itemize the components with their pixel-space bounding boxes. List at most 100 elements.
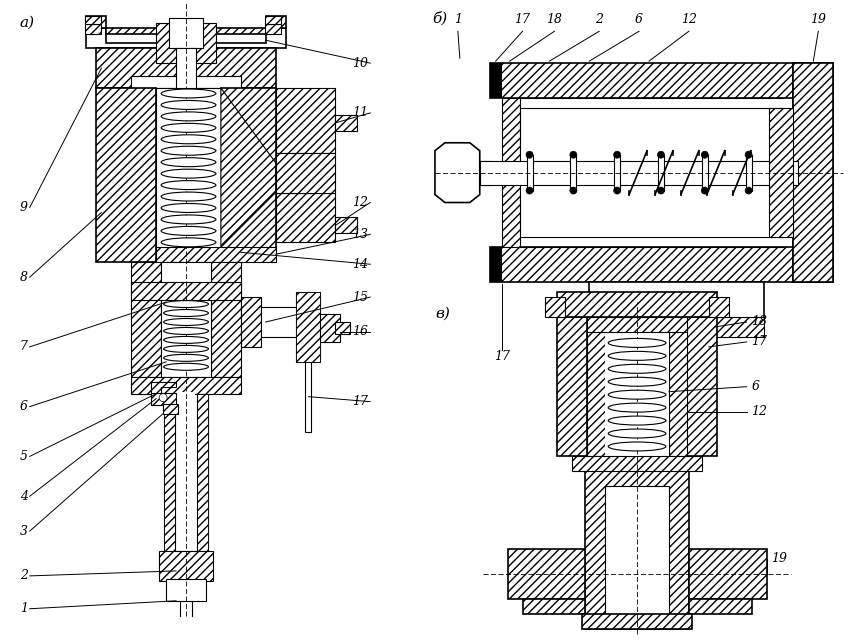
Ellipse shape [162, 146, 216, 155]
Bar [166, 579, 206, 601]
Ellipse shape [164, 336, 208, 343]
Text: 2: 2 [20, 569, 28, 582]
Ellipse shape [164, 354, 208, 361]
Bar [586, 456, 689, 629]
Text: 13: 13 [352, 228, 368, 241]
Ellipse shape [609, 442, 666, 451]
Bar [86, 24, 101, 34]
Circle shape [614, 152, 620, 158]
Text: 15: 15 [352, 291, 368, 304]
Bar [241, 297, 261, 347]
Bar [176, 48, 196, 292]
Bar [87, 16, 106, 28]
Bar [526, 155, 533, 191]
Bar [304, 362, 311, 431]
Bar [570, 155, 576, 191]
Text: 8: 8 [20, 271, 28, 284]
Text: 10: 10 [352, 56, 368, 69]
Bar [296, 292, 320, 362]
Bar [745, 155, 751, 191]
Ellipse shape [162, 123, 216, 132]
Circle shape [658, 152, 665, 158]
Bar [490, 247, 502, 282]
Bar [96, 88, 156, 262]
Polygon shape [87, 28, 162, 48]
Polygon shape [435, 143, 479, 202]
Circle shape [658, 187, 665, 194]
Bar [589, 282, 763, 337]
Text: 14: 14 [352, 257, 368, 271]
Bar [163, 404, 178, 413]
Bar [159, 551, 212, 581]
Bar [169, 19, 203, 48]
Text: 17: 17 [494, 351, 510, 363]
Text: 18: 18 [547, 13, 563, 26]
Bar [131, 377, 241, 394]
Ellipse shape [162, 192, 216, 201]
Ellipse shape [609, 429, 666, 438]
Ellipse shape [164, 318, 208, 325]
Bar [658, 155, 664, 191]
Bar [336, 115, 357, 131]
Text: 17: 17 [751, 335, 768, 349]
Ellipse shape [609, 390, 666, 399]
Bar [669, 327, 687, 456]
Ellipse shape [609, 377, 666, 386]
Bar [587, 327, 605, 456]
Text: 12: 12 [751, 405, 768, 418]
Bar [131, 282, 241, 300]
Bar [702, 155, 708, 191]
Bar [296, 292, 320, 362]
Polygon shape [523, 599, 586, 614]
Bar [177, 392, 195, 546]
Ellipse shape [162, 180, 216, 189]
Bar [275, 193, 336, 242]
Bar [266, 16, 286, 28]
Text: 17: 17 [514, 13, 530, 26]
Bar [479, 160, 798, 185]
Ellipse shape [162, 204, 216, 213]
Ellipse shape [609, 351, 666, 360]
Bar [558, 292, 717, 317]
Ellipse shape [164, 309, 208, 317]
Circle shape [614, 187, 620, 194]
Bar [589, 317, 763, 337]
Bar [86, 16, 101, 24]
Text: 12: 12 [681, 13, 697, 26]
Bar [793, 63, 833, 282]
Text: 6: 6 [20, 400, 28, 413]
Ellipse shape [609, 338, 666, 347]
Text: а): а) [20, 15, 35, 30]
Text: 6: 6 [751, 380, 760, 393]
Bar [192, 394, 208, 551]
Bar [490, 63, 502, 98]
Bar [131, 262, 162, 377]
Bar [175, 394, 197, 551]
Bar [558, 317, 587, 456]
Bar [336, 322, 350, 334]
Text: 1: 1 [20, 602, 28, 615]
Bar [192, 394, 208, 551]
Bar [221, 88, 275, 262]
Text: 16: 16 [352, 325, 368, 338]
Ellipse shape [609, 416, 666, 425]
Bar [156, 23, 186, 63]
Ellipse shape [609, 364, 666, 373]
Text: в): в) [435, 307, 450, 321]
Bar [131, 76, 241, 88]
Bar [490, 247, 828, 282]
Text: 2: 2 [595, 13, 604, 26]
Text: 1: 1 [454, 13, 462, 26]
Bar [164, 394, 180, 551]
Ellipse shape [164, 363, 208, 370]
Ellipse shape [162, 227, 216, 236]
Bar [186, 23, 216, 63]
Polygon shape [688, 599, 751, 614]
Polygon shape [151, 382, 176, 394]
Ellipse shape [162, 135, 216, 144]
Bar [793, 63, 833, 282]
Text: 5: 5 [20, 450, 28, 463]
Polygon shape [507, 549, 586, 599]
Circle shape [526, 187, 533, 194]
Bar [709, 297, 728, 317]
